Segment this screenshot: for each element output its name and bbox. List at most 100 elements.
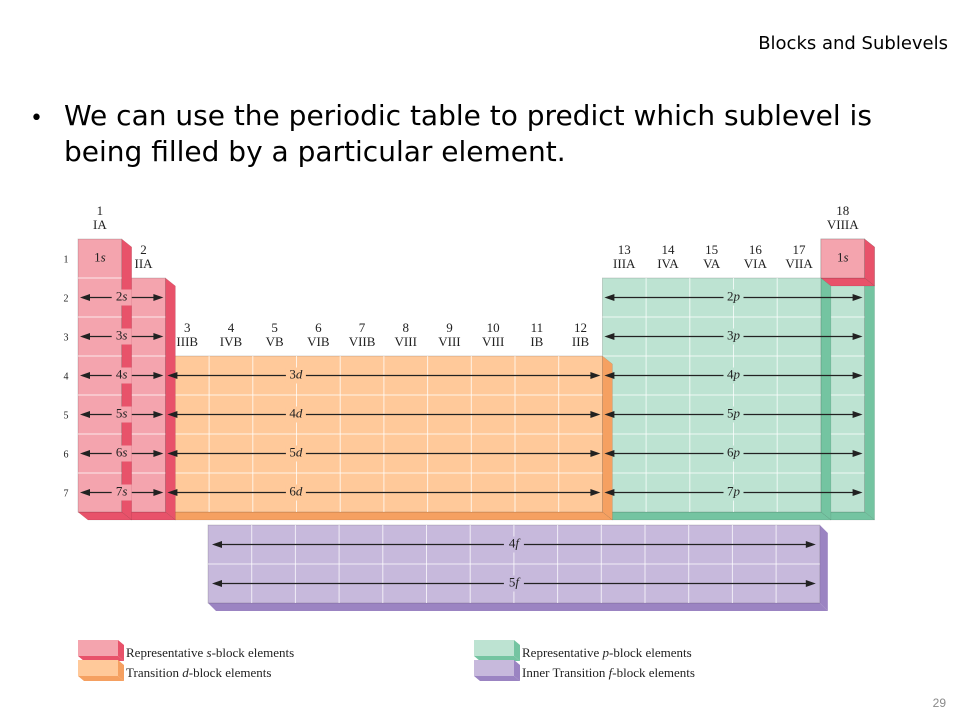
sublevel-label-4p-bg — [723, 367, 744, 384]
period-label-3: 3 — [64, 333, 69, 344]
sublevel-label-5s-bg — [111, 406, 132, 423]
arrow-5d — [167, 450, 601, 457]
group-number-d4: 7 — [359, 320, 366, 335]
sublevel-label-6s: 6s — [116, 444, 128, 459]
sublevel-label-3d: 3d — [289, 366, 303, 381]
group-roman-p4: VIIA — [785, 256, 813, 271]
group-roman-d2: VB — [266, 334, 284, 349]
group-number-d7: 10 — [487, 320, 500, 335]
sublevel-label-6d-bg — [285, 484, 306, 501]
s-block-col2-side — [165, 277, 176, 521]
group-roman-p1: IVA — [657, 256, 679, 271]
legend-label-p: Representative p-block elements — [522, 645, 692, 660]
group-roman-p3: VIA — [744, 256, 768, 271]
period-label-2: 2 — [64, 294, 69, 305]
group-number-d2: 5 — [271, 320, 278, 335]
arrow-4d — [167, 411, 601, 418]
group-roman-d8: IB — [530, 334, 543, 349]
sublevel-label-4f: 4f — [509, 535, 522, 550]
d-block — [164, 355, 614, 521]
group-number-d3: 6 — [315, 320, 322, 335]
group-number-d9: 12 — [574, 320, 587, 335]
group-roman-d0: IIIB — [176, 334, 198, 349]
p-block — [601, 277, 832, 521]
sublevel-label-2s: 2s — [116, 288, 128, 303]
d-block-side — [602, 355, 613, 521]
legend-label-d: Transition d-block elements — [126, 665, 271, 680]
sublevel-label-5f-bg — [503, 575, 524, 592]
group-number-p1: 14 — [661, 242, 675, 257]
sublevel-label-4d-bg — [285, 406, 306, 423]
sublevel-label-2s-bg — [111, 289, 132, 306]
group-roman-d3: VIB — [307, 334, 330, 349]
sublevel-label-3d-bg — [285, 367, 306, 384]
sublevel-label-4d: 4d — [289, 405, 303, 420]
sublevel-label-5p: 5p — [727, 405, 741, 420]
f-block-bottom — [208, 603, 828, 611]
sublevel-label-he-1s-bg — [832, 250, 853, 267]
helium-cell — [820, 238, 876, 287]
group-number-p0: 13 — [618, 242, 631, 257]
group-roman-g1: IA — [93, 217, 107, 232]
slide-title: Blocks and Sublevels — [758, 33, 948, 54]
sublevel-label-3p-bg — [723, 328, 744, 345]
sublevel-label-he-1s: 1s — [837, 249, 849, 264]
sublevel-label-4s-bg — [111, 367, 132, 384]
period-label-6: 6 — [64, 450, 69, 461]
sublevel-label-5s: 5s — [116, 405, 128, 420]
group-number-d6: 9 — [446, 320, 453, 335]
sublevel-label-2p: 2p — [727, 288, 741, 303]
period-label-4: 4 — [64, 372, 69, 383]
sublevel-label-4s: 4s — [116, 366, 128, 381]
group-number-g2: 2 — [140, 242, 147, 257]
group-roman-p0: IIIA — [613, 256, 636, 271]
group-number-d5: 8 — [403, 320, 410, 335]
sublevel-label-3p: 3p — [727, 327, 741, 342]
bullet-text: We can use the periodic table to predict… — [64, 99, 872, 168]
legend-swatch-f — [474, 660, 520, 681]
arrow-6d — [167, 489, 601, 496]
legend-swatch-s — [78, 640, 124, 661]
sublevel-label-3s-bg — [111, 328, 132, 345]
sublevel-label-2p-bg — [723, 289, 744, 306]
legend-swatch-p — [474, 640, 520, 661]
d-block-bottom — [164, 511, 614, 521]
period-label-1: 1 — [64, 255, 69, 266]
group-roman-g18: VIIIA — [827, 217, 859, 232]
group-number-p3: 16 — [749, 242, 763, 257]
arrow-3d — [167, 372, 601, 379]
period-label-7: 7 — [64, 489, 69, 500]
sublevel-label-6p: 6p — [727, 444, 741, 459]
sublevel-label-1s: 1s — [94, 249, 106, 264]
p-block-bottom — [601, 511, 832, 521]
sublevel-label-5d: 5d — [289, 444, 303, 459]
group-number-d8: 11 — [531, 320, 544, 335]
group-number-g1: 1 — [97, 203, 104, 218]
group-number-p2: 15 — [705, 242, 718, 257]
f-block-side — [819, 525, 828, 611]
sublevel-label-6s-bg — [111, 445, 132, 462]
group-roman-g2: IIA — [135, 256, 154, 271]
sublevel-label-4p: 4p — [727, 366, 741, 381]
group-roman-d9: IIB — [572, 334, 590, 349]
legend-label-f: Inner Transition f-block elements — [522, 665, 695, 680]
p-block-side — [820, 277, 832, 521]
bullet-dot: • — [30, 106, 43, 131]
group-number-d0: 3 — [184, 320, 191, 335]
sublevel-label-3s: 3s — [116, 327, 128, 342]
group-number-g18: 18 — [836, 203, 849, 218]
sublevel-label-7p-bg — [723, 484, 744, 501]
sublevel-label-7s: 7s — [116, 483, 128, 498]
sublevel-label-5f: 5f — [509, 574, 522, 589]
group-roman-d6: VIII — [438, 334, 460, 349]
group-roman-d7: VIII — [482, 334, 504, 349]
sublevel-label-1s-bg — [89, 250, 110, 267]
sublevel-label-7s-bg — [111, 484, 132, 501]
legend-label-s: Representative s-block elements — [126, 645, 294, 660]
sublevel-label-4f-bg — [503, 536, 524, 553]
helium-cell-face — [820, 238, 866, 279]
page-number: 29 — [932, 696, 946, 710]
legend-swatch-d — [78, 660, 124, 681]
period-label-5: 5 — [64, 411, 69, 422]
